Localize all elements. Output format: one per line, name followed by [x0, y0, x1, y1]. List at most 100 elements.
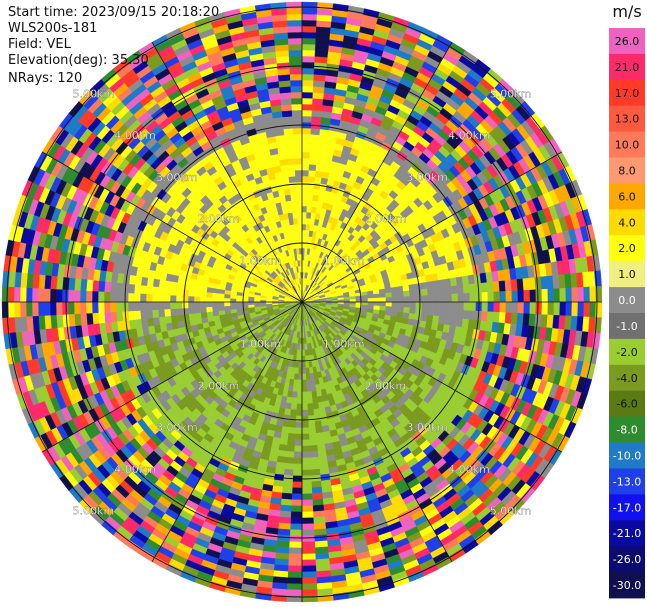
range-gate [97, 291, 105, 303]
range-gate [312, 402, 320, 410]
range-gate [38, 315, 46, 330]
range-gate [415, 289, 423, 297]
range-gate [314, 426, 323, 434]
range-gate [301, 463, 312, 471]
range-gate [175, 301, 183, 309]
range-gate [103, 291, 111, 303]
range-gate [308, 157, 318, 166]
range-gate [309, 145, 319, 154]
range-gate [577, 286, 585, 303]
range-gate [25, 287, 33, 303]
range-gate [293, 451, 303, 459]
range-gate [316, 443, 326, 452]
range-gate [310, 384, 317, 392]
range-gate [281, 486, 293, 494]
range-gate [294, 433, 303, 441]
range-gate [403, 307, 411, 314]
range-gate [91, 301, 99, 314]
range-gate [385, 292, 393, 298]
range-gate [145, 285, 154, 295]
range-gate [175, 295, 183, 303]
range-gate [7, 286, 15, 303]
range-gate [468, 283, 477, 294]
range-gate [498, 312, 506, 324]
range-gate [481, 292, 489, 303]
range-gate [301, 169, 310, 177]
range-gate [552, 314, 560, 330]
range-gate [163, 294, 171, 303]
range-gate [301, 421, 309, 429]
range-gate [384, 287, 392, 294]
range-gate [301, 577, 318, 585]
range-gate [481, 301, 489, 312]
range-gate [218, 309, 226, 316]
range-gate [304, 349, 308, 357]
range-gate [312, 98, 324, 106]
range-gate [289, 529, 303, 537]
range-gate [390, 286, 398, 293]
range-gate [445, 301, 453, 311]
range-gate [288, 553, 303, 561]
range-gate [145, 293, 153, 303]
range-gate [301, 109, 313, 117]
range-gate [181, 295, 189, 303]
range-gate [279, 504, 292, 512]
range-gate [62, 313, 70, 328]
range-gate [311, 104, 323, 112]
range-gate [176, 282, 184, 290]
range-gate [301, 163, 310, 171]
range-gate [427, 301, 435, 310]
range-gate [301, 397, 308, 405]
range-gate [391, 306, 399, 313]
range-gate [293, 445, 303, 453]
range-gate [314, 176, 322, 184]
range-gate [287, 571, 303, 579]
range-gate [170, 281, 178, 290]
range-gate [163, 301, 171, 310]
range-gate [305, 379, 312, 387]
range-gate [151, 309, 160, 318]
range-gate [421, 308, 429, 316]
range-gate [301, 217, 307, 225]
range-gate [306, 397, 313, 405]
range-gate [510, 312, 518, 325]
range-gate [157, 308, 166, 318]
range-gate [308, 169, 317, 177]
range-gate [187, 301, 195, 309]
range-gate [277, 522, 291, 530]
range-gate [444, 286, 453, 295]
range-gate [301, 583, 318, 591]
range-gate [456, 284, 465, 295]
range-gate [301, 85, 314, 93]
range-gate [517, 301, 525, 314]
range-gate [552, 274, 560, 290]
range-gate [469, 301, 477, 312]
range-gate [385, 297, 393, 303]
range-gate [110, 281, 118, 293]
range-gate [301, 157, 310, 165]
range-gate [133, 284, 142, 294]
range-gate [409, 295, 417, 303]
range-gate [217, 305, 225, 312]
range-gate [408, 283, 416, 291]
range-gate [116, 282, 124, 293]
range-gate [433, 308, 441, 317]
range-gate [301, 541, 316, 549]
range-gate [194, 312, 202, 320]
range-gate [493, 291, 501, 303]
range-gate [211, 306, 219, 312]
range-gate [145, 301, 153, 311]
range-gate [139, 309, 148, 320]
range-gate [181, 289, 189, 297]
range-gate [296, 391, 303, 399]
range-gate [301, 529, 315, 537]
range-gate [438, 308, 447, 318]
range-gate [301, 427, 310, 435]
range-gate [301, 445, 311, 453]
range-gate [391, 296, 399, 303]
range-gate [305, 373, 311, 381]
range-gate [307, 181, 315, 189]
range-gate [311, 390, 318, 398]
range-gate [292, 463, 303, 471]
range-gate [133, 292, 141, 303]
